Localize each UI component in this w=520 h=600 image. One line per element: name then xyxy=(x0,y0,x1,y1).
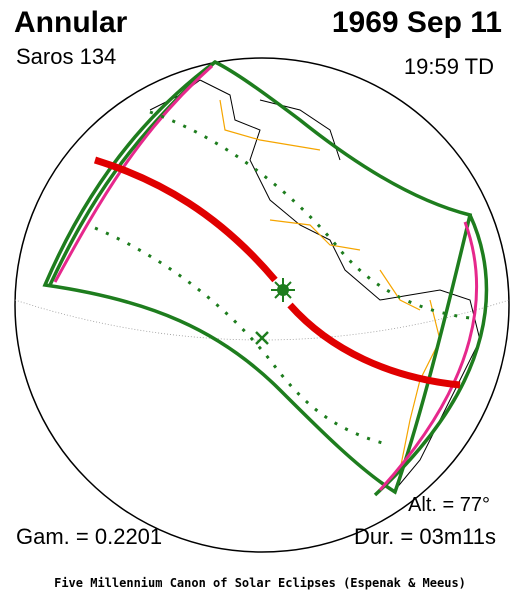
date: 1969 Sep 11 xyxy=(331,6,502,39)
globe-outline xyxy=(14,57,510,553)
gamma: Gam. = 0.2201 xyxy=(16,524,163,549)
saros: Saros 134 xyxy=(16,44,117,69)
borders xyxy=(219,99,441,471)
penumbra-limit xyxy=(42,59,473,495)
time: 19:59 TD xyxy=(403,54,494,79)
altitude: Alt. = 77° xyxy=(408,494,490,516)
central-path-west xyxy=(93,156,278,283)
greatest-duration-marker xyxy=(255,331,269,345)
central-path-east xyxy=(287,302,461,389)
eclipse-type: Annular xyxy=(14,6,128,39)
credit: Five Millennium Canon of Solar Eclipses … xyxy=(54,576,466,590)
greatest-eclipse-marker xyxy=(271,278,295,302)
duration: Dur. = 03m11s xyxy=(353,524,496,549)
